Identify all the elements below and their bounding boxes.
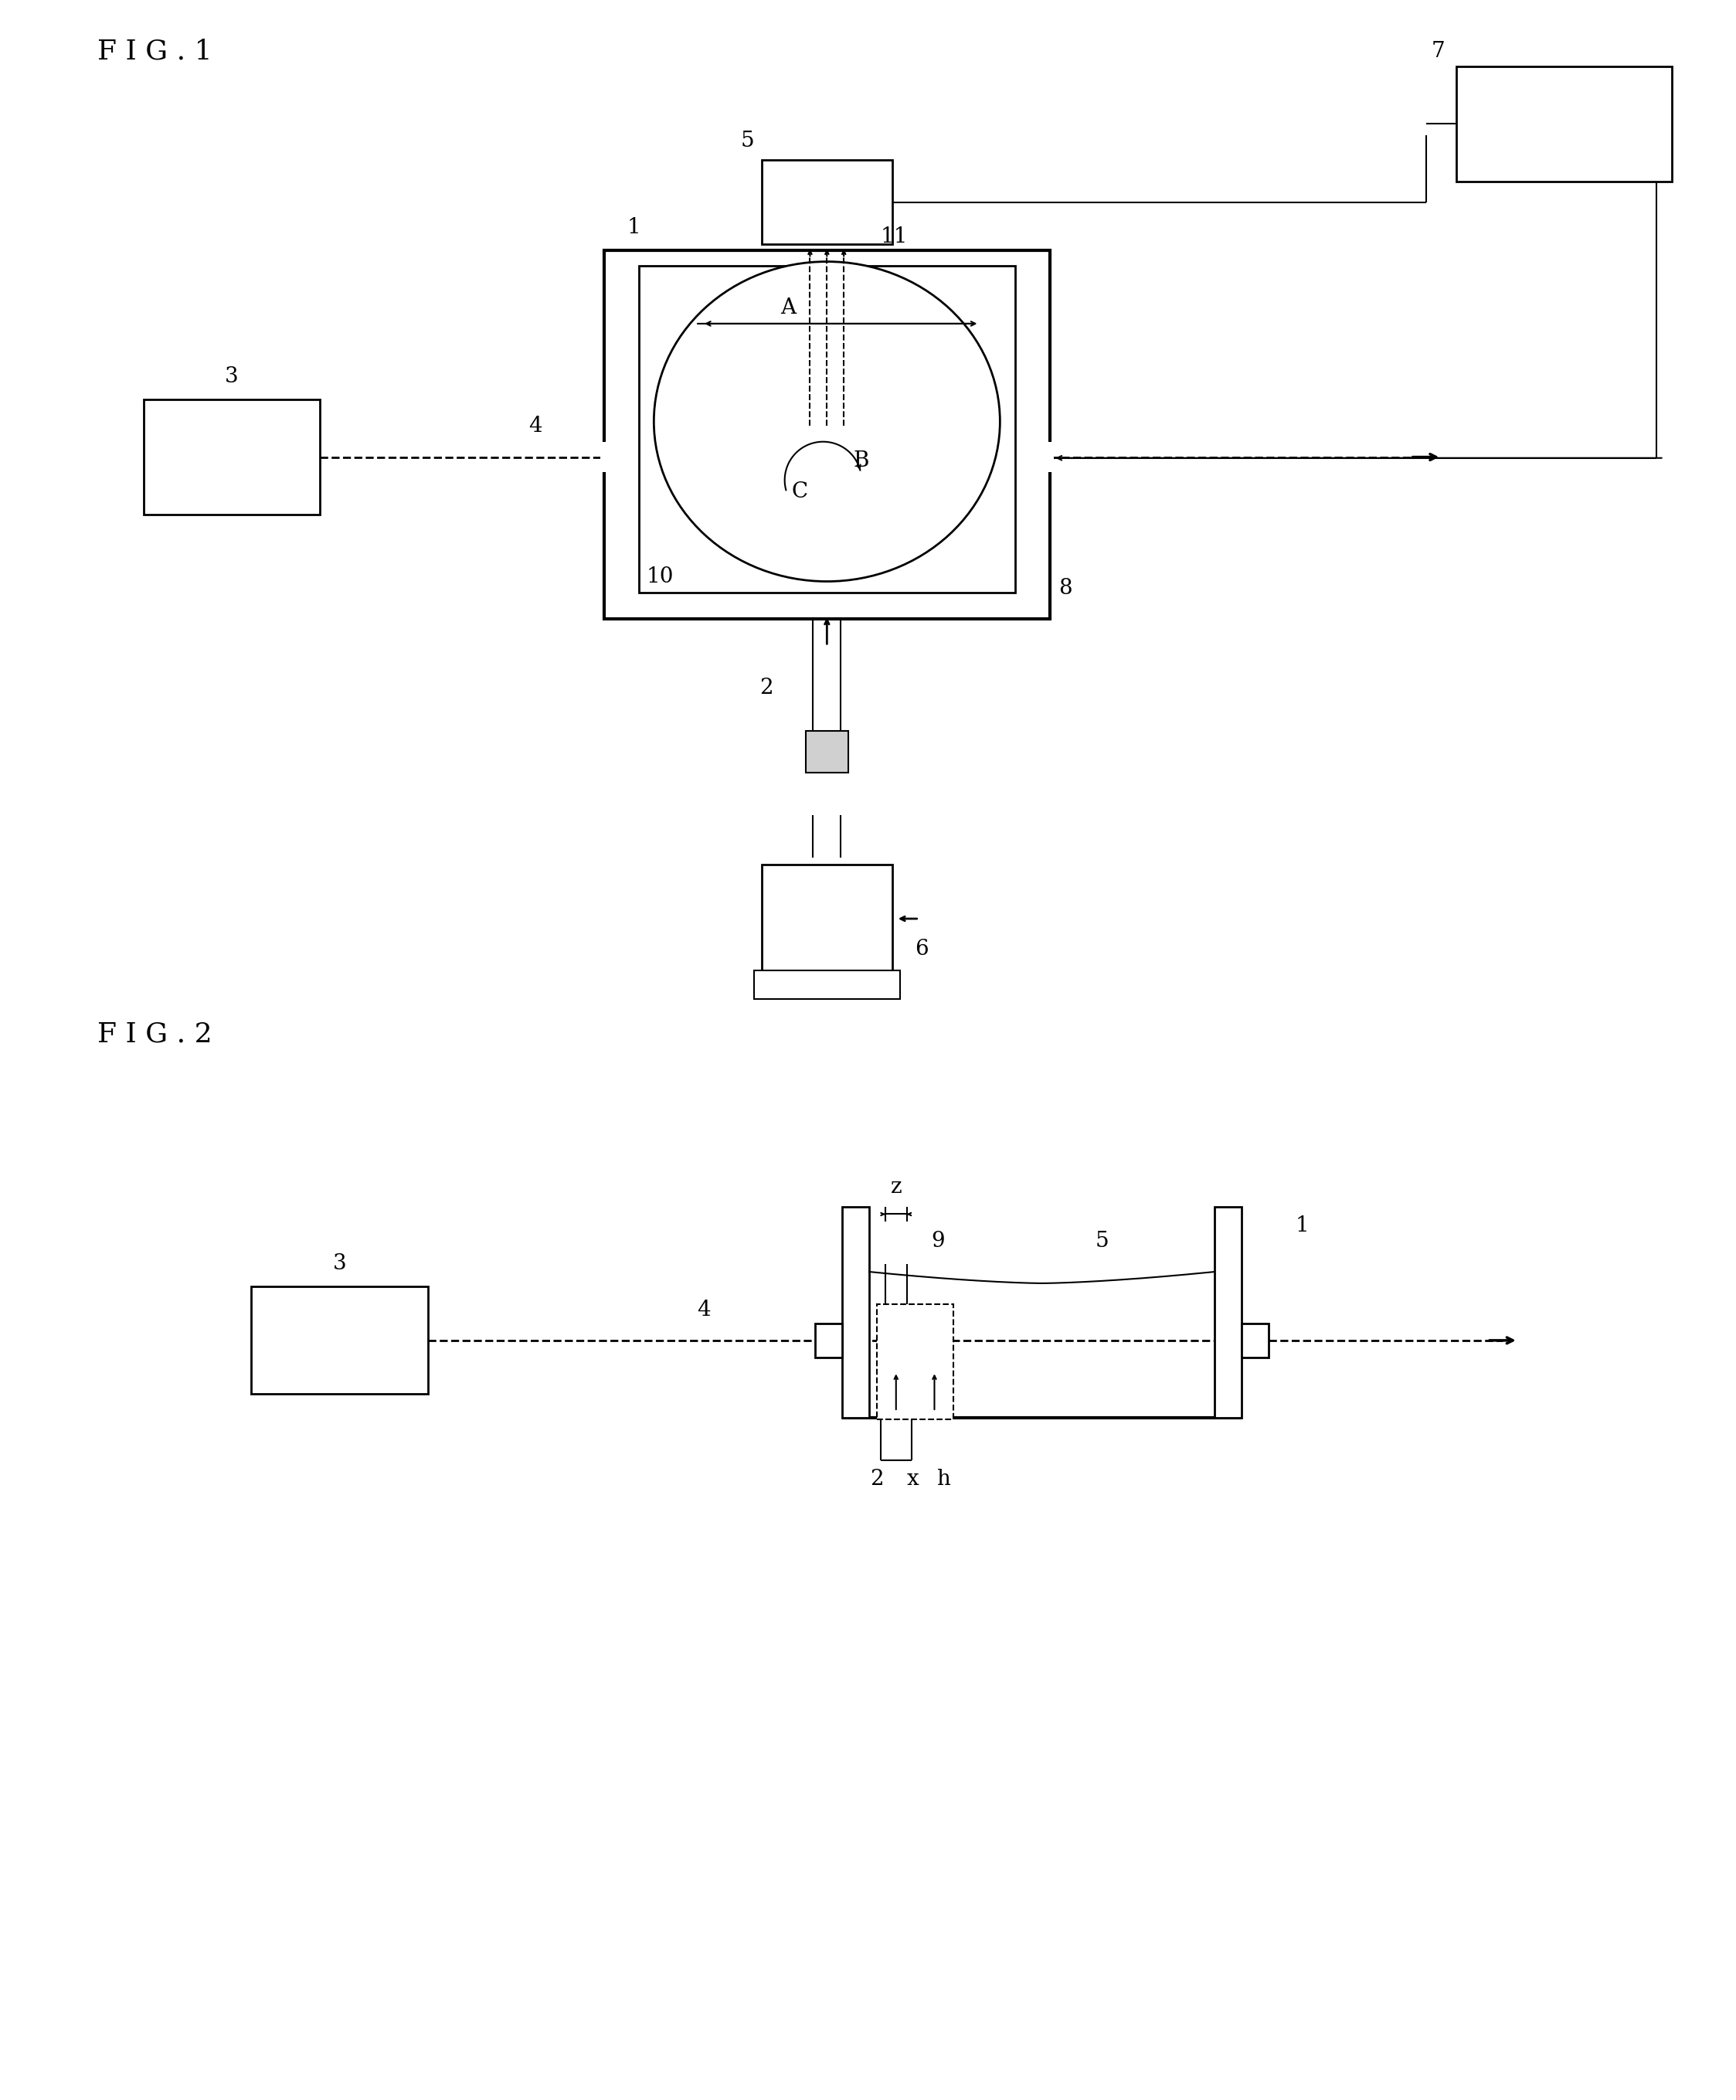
Text: A: A [781,298,797,317]
Bar [877,1304,953,1420]
Bar [1241,1323,1269,1359]
Bar [762,160,892,244]
Ellipse shape [654,262,1000,582]
Text: 4: 4 [528,416,542,437]
Bar [252,1287,427,1394]
Text: 9: 9 [932,1231,944,1252]
Text: C: C [792,481,809,502]
Text: 3: 3 [333,1254,345,1275]
Bar [806,731,849,773]
Bar [144,399,319,514]
Text: z: z [891,1176,901,1197]
Bar [753,970,899,1000]
Bar [842,1207,870,1418]
Text: 1: 1 [1295,1216,1309,1237]
Text: 11: 11 [880,227,908,248]
Text: 7: 7 [1430,40,1444,61]
Text: 10: 10 [646,567,674,588]
Bar [639,267,1016,592]
Text: 8: 8 [1059,578,1073,598]
Text: 5: 5 [1095,1231,1109,1252]
Bar [601,441,608,472]
Text: h: h [937,1468,951,1489]
Bar [1457,67,1672,181]
Text: F I G . 2: F I G . 2 [97,1021,212,1048]
Text: 4: 4 [698,1300,710,1321]
Text: 3: 3 [226,365,238,386]
Bar [1045,441,1054,472]
Text: 1: 1 [627,216,641,237]
Text: 5: 5 [740,130,753,151]
Text: 6: 6 [915,939,929,960]
Bar [762,865,892,972]
Text: 2: 2 [760,678,773,699]
Text: B: B [854,452,870,470]
Text: F I G . 1: F I G . 1 [97,38,212,65]
Bar [816,1323,842,1359]
Text: x: x [906,1468,918,1489]
Bar [1215,1207,1241,1418]
Bar [604,250,1050,619]
Text: 2: 2 [870,1468,884,1489]
